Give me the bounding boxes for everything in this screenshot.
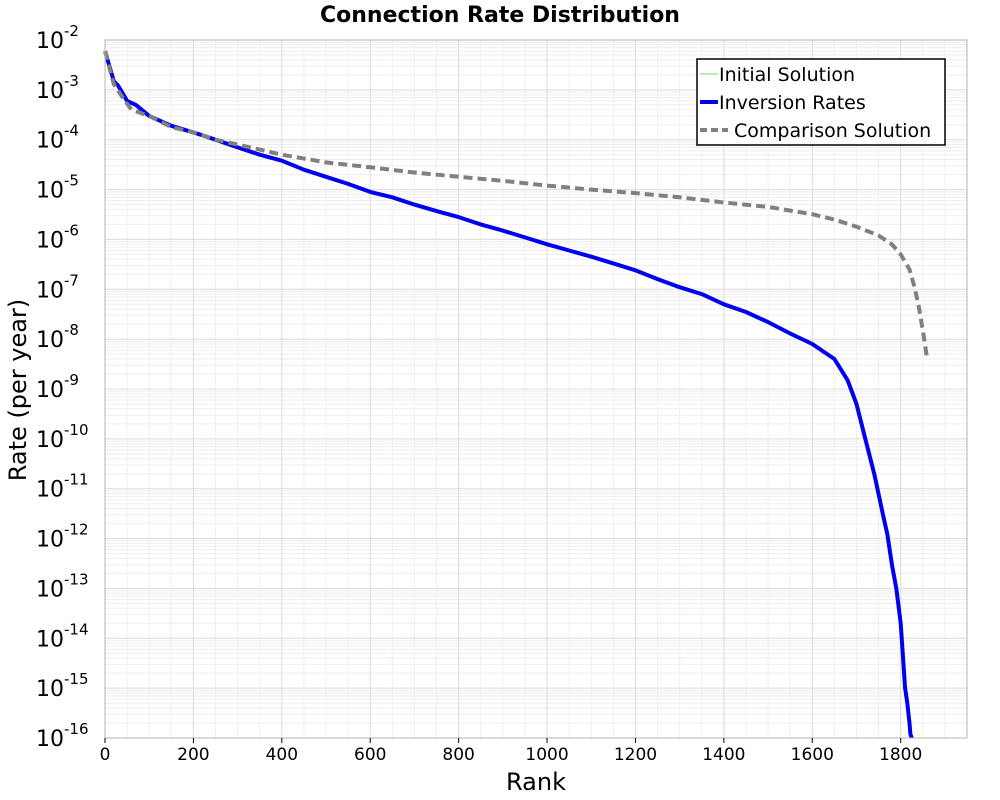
legend-label: Inversion Rates — [719, 92, 866, 114]
x-tick-label: 800 — [442, 745, 474, 765]
legend-label: Initial Solution — [719, 64, 855, 86]
y-tick-label: 10 — [36, 228, 64, 253]
legend: Initial Solution Inversion Rates Compariso… — [696, 58, 946, 146]
y-tick-exponent: -2 — [64, 22, 79, 40]
x-tick-label: 1400 — [702, 745, 745, 765]
y-tick-label: 10 — [36, 79, 64, 104]
chart-title: Connection Rate Distribution — [320, 3, 680, 28]
y-axis-label: Rate (per year) — [4, 299, 32, 481]
x-tick-label: 400 — [266, 745, 298, 765]
y-tick-exponent: -4 — [64, 122, 79, 140]
y-tick-label: 10 — [36, 179, 64, 204]
x-tick-label: 1200 — [614, 745, 657, 765]
y-tick-exponent: -6 — [64, 221, 79, 239]
y-tick-exponent: -15 — [64, 670, 89, 688]
legend-label: Comparison Solution — [734, 120, 931, 142]
plot-frame — [104, 39, 968, 739]
x-tick-label: 200 — [177, 745, 209, 765]
y-tick-label: 10 — [36, 378, 64, 403]
y-tick-exponent: -3 — [64, 72, 79, 90]
y-tick-exponent: -16 — [64, 720, 89, 738]
y-tick-exponent: -10 — [64, 421, 89, 439]
x-tick-label: 600 — [354, 745, 386, 765]
y-tick-label: 10 — [36, 328, 64, 353]
y-tick-label: 10 — [36, 278, 64, 303]
x-tick-label: 0 — [100, 745, 111, 765]
y-tick-exponent: -11 — [64, 471, 89, 489]
y-tick-label: 10 — [36, 478, 64, 503]
y-tick-exponent: -14 — [64, 620, 89, 638]
x-tick-label: 1600 — [791, 745, 834, 765]
x-axis-label: Rank — [506, 768, 566, 796]
series-line — [103, 50, 930, 360]
y-axis-ticks: 10-210-310-410-510-610-710-810-910 -1010-… — [36, 22, 89, 752]
y-tick-exponent: -12 — [64, 521, 89, 539]
y-tick-exponent: -8 — [64, 321, 79, 339]
x-axis-ticks: 0 200 400 600 800 1000 1200 1400 1600 1800 — [100, 738, 922, 765]
y-tick-label: 10 — [36, 129, 64, 154]
y-tick-label: 10 — [36, 677, 64, 702]
y-tick-label: 10 — [36, 528, 64, 553]
y-tick-label: 10 — [36, 29, 64, 54]
y-tick-exponent: -9 — [64, 371, 79, 389]
y-tick-label: 10 — [36, 727, 64, 752]
y-tick-exponent: -7 — [64, 271, 79, 289]
legend-box — [696, 58, 946, 146]
y-tick-label: 10 — [36, 627, 64, 652]
y-tick-label: 10 — [36, 428, 64, 453]
x-tick-label: 1800 — [879, 745, 922, 765]
y-tick-label: 10 — [36, 577, 64, 602]
y-tick-exponent: -13 — [64, 570, 89, 588]
y-tick-exponent: -5 — [64, 172, 79, 190]
x-tick-label: 1000 — [525, 745, 568, 765]
